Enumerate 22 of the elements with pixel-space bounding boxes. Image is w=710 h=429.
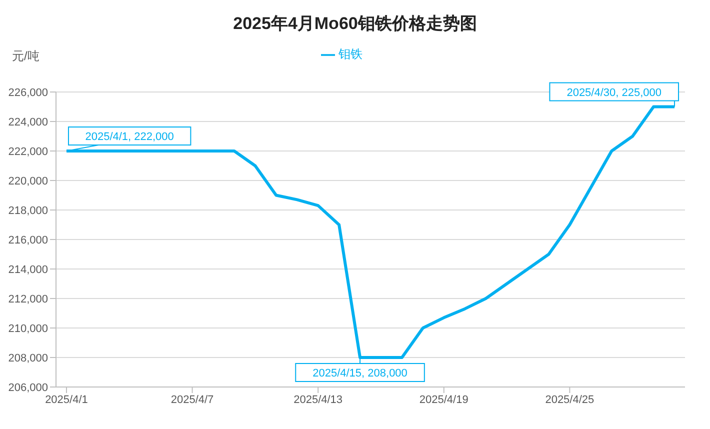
data-label: 2025/4/1, 222,000 — [85, 131, 174, 143]
data-label: 2025/4/30, 225,000 — [566, 86, 662, 99]
y-tick-label: 226,000 — [8, 86, 48, 99]
y-tick-label: 206,000 — [8, 382, 48, 394]
chart-title: 2025年4月Mo60钼铁价格走势图 — [232, 13, 478, 35]
data-label: 2025/4/15, 208,000 — [312, 368, 408, 380]
legend-label: 钼铁 — [338, 47, 362, 61]
x-tick-label: 2025/4/1 — [45, 394, 88, 406]
y-tick-label: 214,000 — [8, 264, 48, 276]
y-tick-label: 216,000 — [8, 234, 48, 246]
x-tick-label: 2025/4/19 — [419, 394, 468, 406]
y-tick-label: 218,000 — [8, 204, 48, 217]
y-tick-label: 224,000 — [8, 116, 48, 128]
y-tick-label: 208,000 — [8, 352, 48, 364]
y-tick-label: 222,000 — [8, 146, 48, 158]
x-tick-label: 2025/4/7 — [170, 394, 214, 406]
x-tick-label: 2025/4/25 — [545, 394, 594, 406]
y-axis-title: 元/吨 — [12, 48, 40, 65]
y-tick-label: 212,000 — [8, 293, 48, 306]
y-tick-label: 210,000 — [8, 322, 48, 335]
y-tick-label: 220,000 — [8, 175, 48, 188]
x-tick-label: 2025/4/13 — [294, 394, 343, 406]
